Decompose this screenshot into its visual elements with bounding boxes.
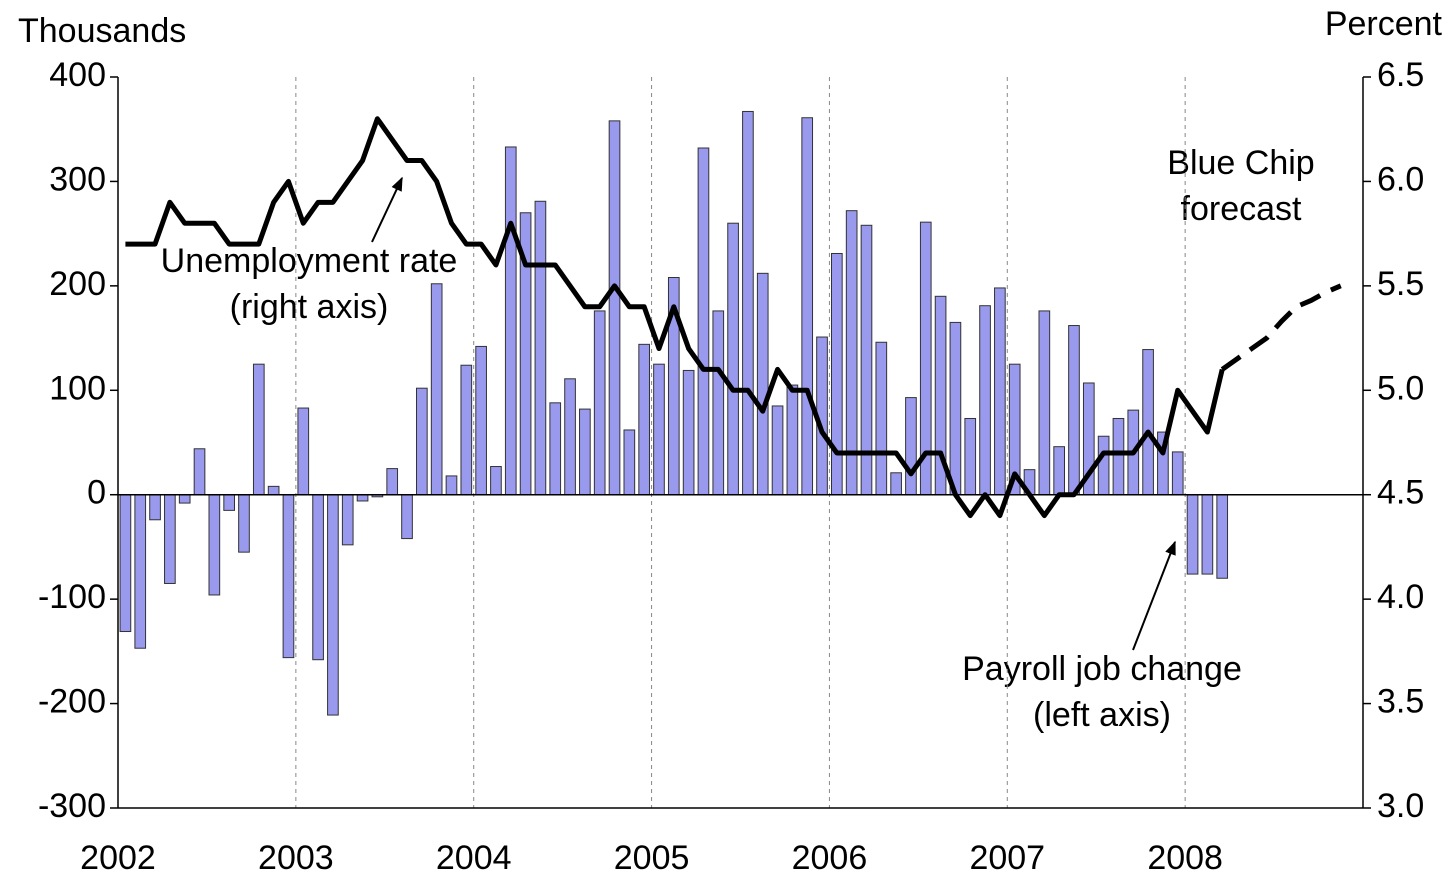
x-tick-label: 2004 [436, 839, 512, 877]
arrow [371, 176, 403, 243]
bar [549, 402, 562, 496]
bar [1171, 451, 1184, 496]
y-tick-label: 200 [49, 265, 106, 303]
bar [208, 494, 221, 596]
bar [831, 252, 843, 496]
bar [638, 343, 650, 496]
bar [238, 494, 250, 553]
y2-tick-label: 5.5 [1377, 265, 1424, 303]
bar [949, 321, 962, 496]
bar [164, 494, 176, 584]
y2-tick-label: 3.5 [1377, 683, 1424, 721]
bar [193, 448, 206, 496]
x-tick-label: 2006 [792, 839, 868, 877]
x-tick-label: 2007 [969, 839, 1045, 877]
bar [964, 417, 977, 496]
bar [890, 472, 902, 496]
annotation: (left axis) [1033, 696, 1171, 734]
bar [994, 287, 1006, 496]
y2-tick-label: 4.0 [1377, 578, 1424, 616]
bar [905, 397, 917, 496]
annotation: (right axis) [230, 288, 389, 326]
bar [579, 408, 591, 496]
bar [682, 369, 695, 496]
bar [712, 310, 725, 496]
bar [1068, 325, 1080, 496]
y-axis-label: Thousands [18, 12, 186, 50]
bar [1053, 446, 1065, 496]
bar [1186, 494, 1199, 575]
bar [119, 494, 132, 633]
bar [1216, 494, 1229, 579]
y2-tick-label: 4.5 [1377, 474, 1424, 512]
bar [430, 283, 443, 496]
bar [875, 341, 888, 496]
bar [252, 363, 265, 496]
bar [534, 200, 547, 496]
y-tick-label: 400 [49, 56, 106, 94]
bar [1112, 417, 1125, 496]
forecast-line [1220, 283, 1342, 372]
bar [653, 363, 665, 496]
bar [727, 222, 739, 496]
bar [1038, 310, 1051, 496]
bar [341, 494, 354, 546]
bar [608, 120, 621, 496]
bar [416, 387, 428, 496]
bar [149, 494, 161, 521]
y2-tick-label: 5.0 [1377, 369, 1424, 407]
bar [386, 468, 399, 496]
arrow [1132, 540, 1176, 651]
bar [1201, 494, 1214, 575]
x-tick-label: 2008 [1147, 839, 1223, 877]
x-tick-label: 2005 [614, 839, 690, 877]
y2-axis-label: Percent [1325, 5, 1443, 43]
bar [504, 146, 517, 496]
bar [564, 378, 576, 496]
bar [490, 466, 502, 496]
annotation: forecast [1181, 190, 1302, 228]
line [125, 116, 1225, 519]
bar [356, 494, 369, 502]
y-tick-label: -100 [38, 578, 106, 616]
y2-tick-label: 6.5 [1377, 56, 1424, 94]
bar [401, 494, 413, 540]
bar [460, 364, 473, 496]
bar [1142, 349, 1154, 496]
bar [593, 310, 606, 496]
y-tick-label: -200 [38, 683, 106, 721]
bar [297, 407, 310, 496]
bar [223, 494, 235, 511]
bar [623, 429, 636, 496]
y-tick-label: 100 [49, 369, 106, 407]
bar [756, 272, 769, 496]
y-tick-label: 0 [87, 474, 106, 512]
bar [801, 117, 814, 496]
annotation: Payroll job change [962, 650, 1242, 688]
annotation: Unemployment rate [161, 242, 458, 280]
bar [786, 384, 799, 496]
bar [979, 305, 991, 496]
bar [312, 494, 324, 661]
bar [742, 110, 754, 496]
y2-tick-label: 3.0 [1377, 787, 1424, 825]
annotation: Blue Chip [1167, 144, 1314, 182]
bar [178, 494, 191, 504]
x-tick-label: 2003 [258, 839, 334, 877]
bar [475, 345, 487, 496]
bar [771, 405, 784, 496]
y2-tick-label: 6.0 [1377, 160, 1424, 198]
bar [445, 475, 458, 496]
bar [327, 494, 339, 716]
bar [267, 485, 280, 496]
bar [697, 147, 710, 496]
bar [1097, 435, 1110, 496]
bar [282, 494, 295, 659]
bar [134, 494, 147, 649]
y-tick-label: 300 [49, 160, 106, 198]
y-tick-label: -300 [38, 787, 106, 825]
x-tick-label: 2002 [80, 839, 156, 877]
